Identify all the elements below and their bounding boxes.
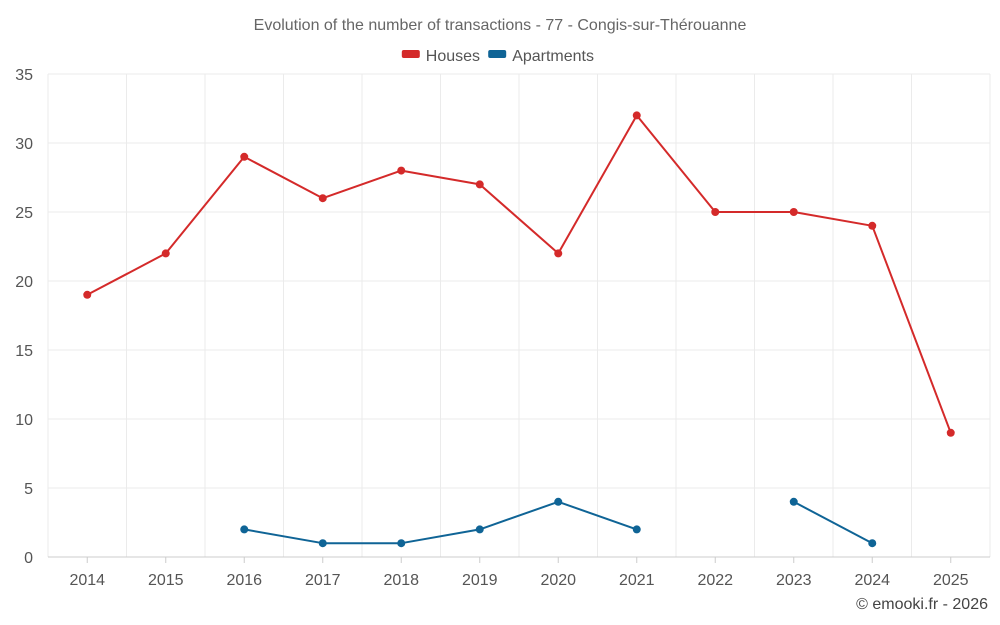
data-point-houses <box>83 290 92 299</box>
x-tick-label: 2014 <box>69 572 105 589</box>
credit-text: © emooki.fr - 2026 <box>856 596 988 613</box>
data-point-houses <box>161 249 170 258</box>
x-tick-label: 2023 <box>776 572 812 589</box>
gridlines <box>47 73 991 557</box>
x-tick-label: 2015 <box>148 572 184 589</box>
series-line-houses <box>86 114 952 434</box>
y-tick-label: 20 <box>15 274 33 291</box>
x-tick-label: 2016 <box>226 572 262 589</box>
data-point-houses <box>711 208 720 216</box>
data-point-houses <box>554 249 563 258</box>
data-point-apartments <box>240 525 249 534</box>
x-tick-label: 2020 <box>540 572 576 589</box>
x-tick-label: 2024 <box>854 572 890 589</box>
legend-swatch-houses <box>401 50 420 58</box>
data-point-houses <box>475 180 484 189</box>
data-point-apartments <box>318 539 327 548</box>
legend-swatch-apartments <box>488 50 507 58</box>
data-point-apartments <box>868 539 877 548</box>
data-point-apartments <box>789 497 798 506</box>
data-point-apartments <box>632 525 641 534</box>
legend: Houses Apartments <box>401 48 594 65</box>
data-point-apartments <box>397 539 406 548</box>
y-tick-label: 30 <box>15 136 33 153</box>
data-point-apartments <box>475 525 484 534</box>
series-layer <box>83 111 955 548</box>
y-tick-label: 15 <box>15 343 33 360</box>
data-point-houses <box>632 111 641 120</box>
data-point-houses <box>946 428 955 437</box>
series-apartments <box>240 497 877 548</box>
data-point-houses <box>789 208 798 216</box>
data-point-apartments <box>554 497 563 506</box>
series-line-apartments <box>244 500 638 545</box>
data-point-houses <box>240 152 249 161</box>
y-tick-label: 10 <box>15 412 33 429</box>
legend-item-apartments: Apartments <box>488 48 594 65</box>
y-tick-label: 5 <box>24 481 33 498</box>
legend-label-apartments: Apartments <box>512 48 594 65</box>
series-line-apartments <box>793 500 873 545</box>
y-tick-label: 0 <box>24 550 33 567</box>
chart-title: Evolution of the number of transactions … <box>254 17 747 34</box>
x-tick-label: 2017 <box>305 572 341 589</box>
x-tick-label: 2022 <box>697 572 733 589</box>
series-houses <box>83 111 955 437</box>
data-point-houses <box>318 194 327 203</box>
x-tick-label: 2018 <box>383 572 419 589</box>
legend-item-houses: Houses <box>401 48 480 65</box>
y-tick-label: 35 <box>15 67 33 84</box>
y-tick-label: 25 <box>15 205 33 222</box>
x-tick-label: 2019 <box>462 572 498 589</box>
x-tick-label: 2025 <box>933 572 969 589</box>
data-point-houses <box>397 166 406 175</box>
legend-label-houses: Houses <box>426 48 480 65</box>
data-point-houses <box>868 221 877 230</box>
x-tick-label: 2021 <box>619 572 655 589</box>
